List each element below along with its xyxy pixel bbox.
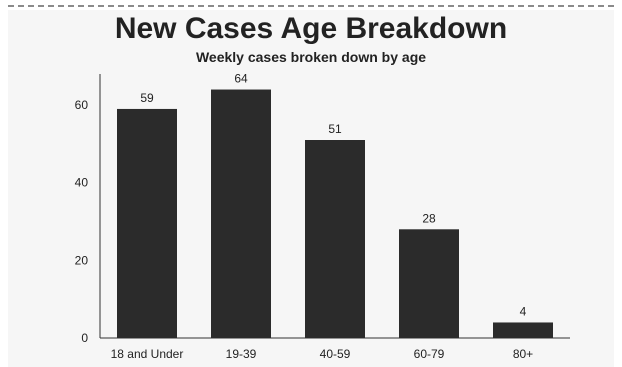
x-tick-label: 19-39 [226, 347, 257, 361]
bar [493, 322, 553, 338]
chart-title: New Cases Age Breakdown [115, 12, 507, 45]
x-tick-label: 80+ [513, 347, 533, 361]
y-tick-label: 60 [75, 98, 89, 112]
data-label: 4 [520, 304, 527, 318]
data-label: 28 [422, 211, 436, 225]
chart-subtitle: Weekly cases broken down by age [196, 49, 426, 65]
y-tick-label: 0 [81, 331, 88, 345]
x-tick-label: 40-59 [320, 347, 351, 361]
data-label: 59 [140, 91, 154, 105]
x-tick-label: 18 and Under [111, 347, 184, 361]
bar [117, 108, 177, 338]
bar [211, 89, 271, 338]
y-tick-label: 20 [75, 253, 89, 267]
dashed-top-border [8, 5, 614, 7]
bar [399, 229, 459, 338]
data-label: 51 [328, 122, 342, 136]
x-tick-label: 60-79 [414, 347, 445, 361]
data-label: 64 [234, 72, 248, 86]
y-tick-label: 40 [75, 176, 89, 190]
bar [305, 140, 365, 338]
bars: 59 18 and Under 64 19-39 51 40-59 28 60-79 4 80+ [111, 72, 553, 361]
